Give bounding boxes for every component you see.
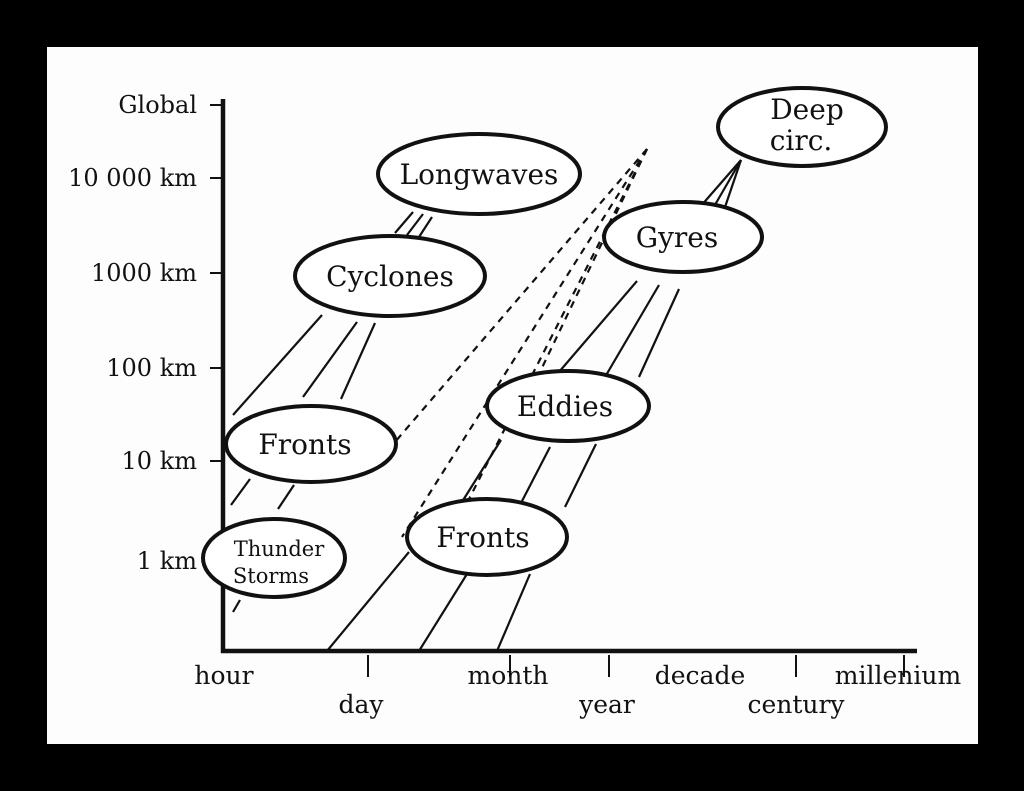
link-fronts-atm-2 bbox=[277, 484, 295, 510]
x-tick-label: day bbox=[338, 690, 384, 719]
link-eddies-1 bbox=[459, 439, 502, 506]
link-cyclones-3 bbox=[339, 322, 377, 400]
y-tick-label: 1 km bbox=[137, 547, 197, 575]
link-cyclones-2 bbox=[302, 321, 358, 398]
link-fronts-oc-2 bbox=[418, 573, 468, 652]
phenomenon-thunderstorms: Thunder Storms bbox=[201, 517, 347, 599]
ellipse-thunderstorms bbox=[201, 517, 347, 599]
y-tick-label: 10 km bbox=[122, 447, 198, 475]
link-deep-1 bbox=[699, 159, 742, 208]
x-tick-label: decade bbox=[655, 661, 746, 690]
dash-line-4 bbox=[538, 148, 648, 375]
x-tick-label: millenium bbox=[835, 661, 962, 690]
link-eddies-3 bbox=[564, 443, 597, 508]
phenomenon-fronts-atmosphere: Fronts bbox=[224, 404, 398, 484]
phenomenon-fronts-ocean: Fronts bbox=[405, 497, 569, 577]
label-cyclones: Cyclones bbox=[326, 260, 454, 293]
phenomenon-cyclones: Cyclones bbox=[293, 234, 487, 318]
link-deep-2 bbox=[711, 159, 742, 211]
phenomenon-eddies: Eddies bbox=[485, 369, 651, 443]
ellipse-fronts-ocean bbox=[405, 497, 569, 577]
ellipse-eddies bbox=[485, 369, 651, 443]
label-thunderstorms-line1: Thunder bbox=[234, 537, 325, 561]
label-deep-line2: circ. bbox=[770, 124, 833, 157]
label-eddies: Eddies bbox=[517, 390, 613, 423]
label-longwaves: Longwaves bbox=[400, 158, 559, 191]
connector-lines bbox=[230, 159, 743, 652]
x-tick-label: hour bbox=[194, 661, 253, 690]
link-longwaves-2 bbox=[406, 213, 424, 236]
y-tick-labels: Global 10 000 km 1000 km 100 km 10 km 1 … bbox=[68, 91, 197, 575]
ellipse-cyclones bbox=[293, 234, 487, 318]
label-gyres: Gyres bbox=[636, 221, 719, 254]
label-thunderstorms-line2: Storms bbox=[233, 564, 309, 588]
link-gyres-1 bbox=[552, 280, 638, 380]
link-deep-3 bbox=[721, 159, 743, 214]
x-tick-label: month bbox=[467, 661, 548, 690]
y-tick-label: 100 km bbox=[106, 354, 197, 382]
link-longwaves-1 bbox=[394, 211, 414, 234]
dash-line-3 bbox=[464, 148, 648, 508]
label-deep-line1: Deep bbox=[770, 93, 844, 126]
link-fronts-atm-1 bbox=[230, 478, 251, 506]
ellipse-gyres bbox=[602, 200, 764, 274]
x-tick-labels: hour month decade millenium day year cen… bbox=[194, 661, 961, 719]
link-gyres-2 bbox=[604, 284, 660, 378]
link-fronts-oc-1 bbox=[326, 551, 410, 652]
dash-line-2 bbox=[401, 148, 648, 538]
label-fronts-atmosphere: Fronts bbox=[258, 428, 351, 461]
ellipse-longwaves bbox=[376, 132, 582, 216]
ellipse-fronts-atmosphere bbox=[224, 404, 398, 484]
phenomenon-deep-circulation: Deep circ. bbox=[716, 86, 888, 168]
diagram-frame: Global 10 000 km 1000 km 100 km 10 km 1 … bbox=[47, 47, 978, 744]
scale-diagram: Global 10 000 km 1000 km 100 km 10 km 1 … bbox=[68, 86, 961, 719]
link-longwaves-3 bbox=[418, 216, 433, 238]
ellipse-deep-circulation bbox=[716, 86, 888, 168]
link-eddies-2 bbox=[520, 446, 551, 504]
y-tick-label: 10 000 km bbox=[68, 164, 197, 192]
link-cyclones-1 bbox=[232, 314, 323, 416]
label-fronts-ocean: Fronts bbox=[436, 521, 529, 554]
dashed-lines bbox=[394, 148, 648, 538]
phenomenon-gyres: Gyres bbox=[602, 200, 764, 274]
x-tick-label: century bbox=[747, 690, 845, 719]
link-gyres-3 bbox=[637, 288, 681, 378]
link-thunder-1 bbox=[232, 599, 241, 613]
y-tick-label: Global bbox=[118, 91, 197, 119]
link-fronts-oc-3 bbox=[495, 573, 532, 652]
phenomenon-longwaves: Longwaves bbox=[376, 132, 582, 216]
x-tick-label: year bbox=[578, 690, 635, 719]
y-tick-label: 1000 km bbox=[91, 259, 197, 287]
